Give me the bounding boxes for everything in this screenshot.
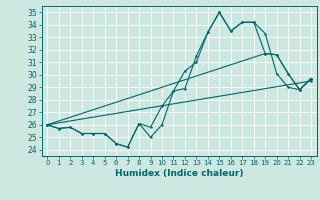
X-axis label: Humidex (Indice chaleur): Humidex (Indice chaleur): [115, 169, 244, 178]
